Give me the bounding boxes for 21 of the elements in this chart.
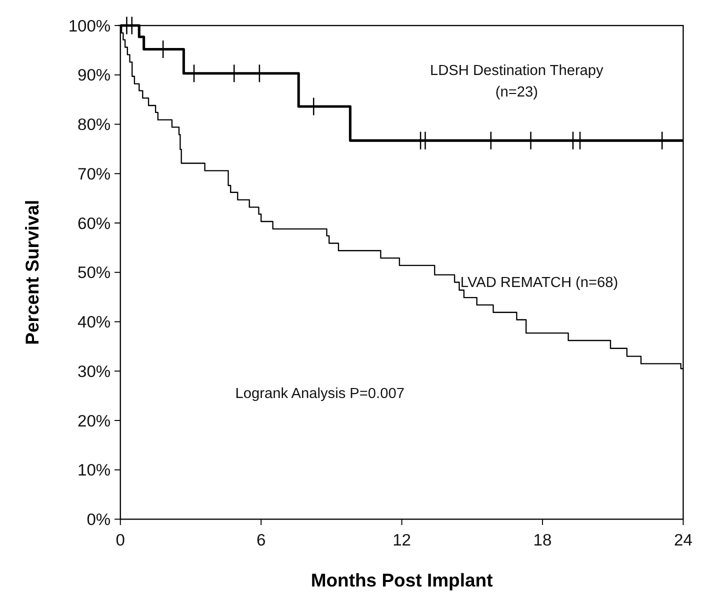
x-tick-label: 6 [256, 530, 266, 550]
y-tick-label: 10% [78, 460, 111, 480]
x-tick-label: 0 [116, 530, 125, 550]
y-tick-label: 40% [78, 312, 111, 332]
x-tick-label: 18 [533, 530, 552, 550]
y-tick-label: 0% [86, 510, 111, 529]
x-axis-title: Months Post Implant [310, 569, 493, 590]
x-tick-label: 24 [674, 530, 692, 550]
y-tick-label: 20% [78, 411, 111, 430]
annotation: Logrank Analysis P=0.007 [235, 386, 404, 402]
series-label: LVAD REMATCH (n=68) [460, 275, 618, 292]
y-tick-label: 30% [78, 362, 111, 381]
x-tick-label: 12 [392, 530, 411, 550]
y-tick-label: 80% [78, 115, 111, 134]
text: LDSH Destination Therapy (n=23) [430, 62, 604, 100]
y-axis-title: Percent Survival [22, 200, 43, 345]
y-tick-label: 60% [78, 214, 111, 233]
y-tick-label: 70% [78, 164, 111, 184]
y-tick-label: 50% [78, 263, 111, 282]
y-tick-label: 90% [78, 66, 111, 85]
y-tick-label: 100% [68, 16, 111, 36]
